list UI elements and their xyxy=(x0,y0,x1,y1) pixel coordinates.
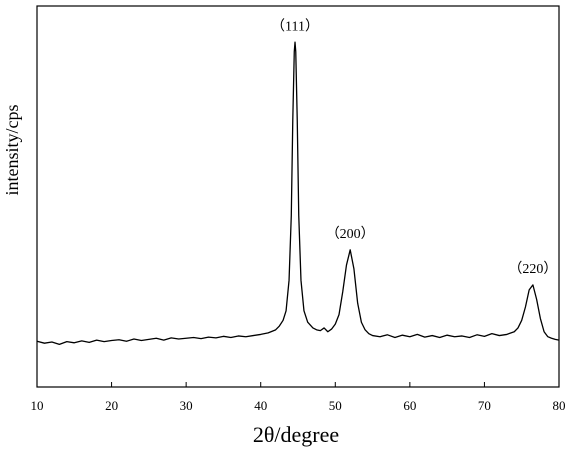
x-tick-label: 80 xyxy=(553,398,566,413)
x-tick-label: 70 xyxy=(478,398,491,413)
x-tick-label: 50 xyxy=(329,398,342,413)
plot-frame xyxy=(36,5,560,388)
x-tick-label: 10 xyxy=(31,398,44,413)
peak-label: （111） xyxy=(271,18,319,34)
x-tick-label: 30 xyxy=(180,398,193,413)
x-tick-label: 60 xyxy=(403,398,416,413)
x-tick-label: 20 xyxy=(105,398,118,413)
data-line xyxy=(36,41,560,345)
x-axis-label: 2θ/degree xyxy=(253,422,339,447)
y-axis-label: intensity/cps xyxy=(2,105,22,196)
peak-label: （200） xyxy=(326,226,375,242)
x-tick-label: 40 xyxy=(254,398,267,413)
peak-label: （220） xyxy=(508,261,557,277)
